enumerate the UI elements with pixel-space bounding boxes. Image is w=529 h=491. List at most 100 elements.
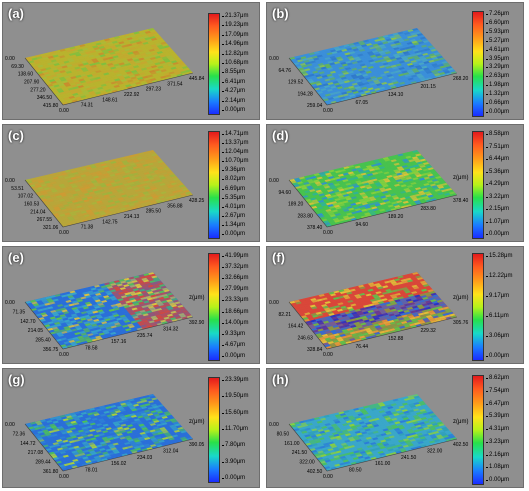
surface-cell — [126, 159, 133, 163]
surface-cell — [339, 53, 346, 57]
surface-cell — [117, 197, 124, 201]
surface-cell — [144, 409, 151, 413]
surface-cell — [97, 324, 105, 328]
surface-cell — [337, 323, 344, 327]
surface-cell — [102, 430, 109, 434]
surface-cell — [371, 307, 378, 310]
surface-cell — [151, 317, 159, 321]
surface-cell — [112, 327, 119, 331]
surface-cell — [42, 423, 50, 426]
surface-cell — [91, 94, 98, 98]
surface-cell — [157, 309, 164, 313]
surface-cell — [360, 215, 367, 219]
surface-cell — [155, 76, 162, 80]
surface-cell — [420, 322, 427, 326]
surface-cell — [365, 321, 372, 325]
surface-cell — [116, 73, 123, 77]
surface-cell — [403, 276, 411, 279]
surface-cell — [399, 176, 406, 180]
surface-cell — [139, 166, 146, 170]
surface-cell — [412, 69, 420, 73]
surface-cell — [360, 179, 367, 183]
surface-cell — [145, 39, 153, 42]
surface-cell — [82, 313, 89, 316]
surface-cell — [79, 65, 86, 69]
surface-cell — [367, 44, 374, 48]
surface-cell — [407, 273, 414, 276]
surface-cell — [151, 397, 158, 401]
surface-cell — [63, 463, 71, 467]
surface-cell — [412, 150, 419, 153]
surface-cell — [166, 320, 173, 324]
surface-cell — [317, 63, 324, 66]
surface-cell — [66, 344, 73, 348]
surface-cell — [369, 183, 376, 187]
surface-cell — [68, 303, 75, 307]
surface-cell — [107, 307, 114, 310]
surface-cell — [54, 71, 61, 75]
surface-cell — [168, 65, 176, 68]
surface-plot-f: 0.0076.44152.88229.32305.760.0082.21164.… — [269, 272, 469, 358]
surface-cell — [72, 193, 79, 197]
surface-cell — [322, 320, 330, 324]
surface-cell — [426, 58, 434, 61]
surface-cell — [321, 462, 328, 466]
surface-cell — [142, 428, 150, 432]
surface-cell — [393, 74, 400, 78]
surface-cell — [69, 290, 76, 294]
surface-cell — [401, 165, 408, 168]
surface-cell — [32, 425, 40, 429]
surface-cell — [47, 77, 54, 81]
surface-cell — [414, 44, 421, 48]
surface-cell — [58, 205, 65, 209]
surface-cell — [335, 77, 343, 81]
surface-cell — [306, 63, 313, 67]
surface-cell — [150, 444, 157, 448]
surface-cell — [78, 50, 86, 54]
surface-cell — [119, 443, 126, 447]
surface-cell — [143, 50, 151, 53]
surface-cell — [100, 407, 107, 411]
surface-cell — [353, 206, 360, 210]
surface-cell — [416, 182, 424, 186]
surface-cell — [126, 180, 134, 184]
surface-cell — [53, 84, 60, 88]
surface-cell — [401, 321, 408, 324]
surface-cell — [425, 50, 432, 53]
surface-cell — [133, 159, 140, 163]
surface-cell — [444, 186, 451, 190]
surface-cell — [374, 304, 381, 307]
surface-cell — [378, 193, 385, 197]
surface-cell — [349, 295, 356, 299]
surface-cell — [344, 296, 351, 300]
surface-cell — [323, 85, 331, 89]
surface-cell — [130, 177, 137, 181]
surface-cell — [80, 52, 87, 56]
surface-cell — [177, 182, 184, 186]
surface-cell — [114, 50, 121, 54]
surface-cell — [330, 57, 338, 61]
surface-cell — [320, 210, 327, 214]
surface-cell — [73, 73, 81, 77]
surface-cell — [55, 180, 62, 184]
surface-cell — [55, 64, 62, 68]
surface-cell — [147, 40, 154, 44]
surface-cell — [142, 170, 149, 174]
surface-cell — [115, 174, 123, 178]
surface-cell — [144, 43, 151, 47]
surface-cell — [399, 291, 407, 295]
surface-cell — [174, 179, 181, 183]
surface-cell — [384, 78, 391, 82]
surface-cell — [148, 170, 156, 174]
surface-cell — [44, 418, 52, 422]
surface-cell — [326, 189, 334, 193]
surface-cell — [85, 66, 93, 69]
surface-cell — [145, 51, 152, 55]
surface-cell — [338, 203, 346, 207]
surface-cell — [357, 318, 364, 322]
surface-cell — [416, 167, 423, 171]
surface-cell — [97, 431, 104, 435]
surface-cell — [401, 36, 409, 40]
surface-cell — [137, 415, 144, 419]
surface-cell — [101, 56, 108, 59]
